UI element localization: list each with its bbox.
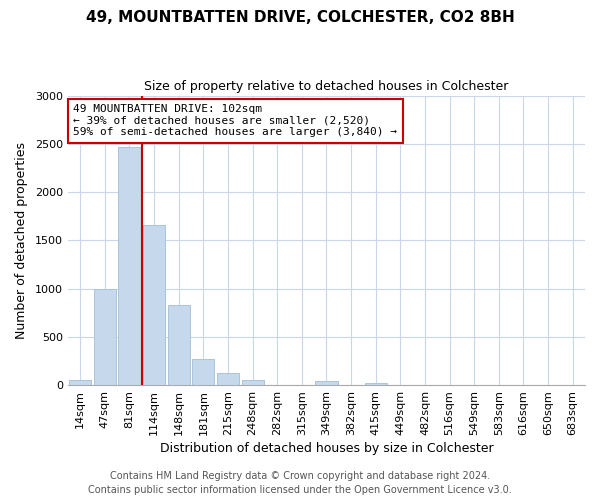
Bar bbox=[118, 146, 140, 385]
Y-axis label: Number of detached properties: Number of detached properties bbox=[15, 142, 28, 339]
Bar bbox=[167, 305, 190, 385]
Bar bbox=[69, 380, 91, 385]
Text: 49 MOUNTBATTEN DRIVE: 102sqm
← 39% of detached houses are smaller (2,520)
59% of: 49 MOUNTBATTEN DRIVE: 102sqm ← 39% of de… bbox=[73, 104, 397, 138]
Text: 49, MOUNTBATTEN DRIVE, COLCHESTER, CO2 8BH: 49, MOUNTBATTEN DRIVE, COLCHESTER, CO2 8… bbox=[86, 10, 514, 25]
Bar bbox=[316, 381, 338, 385]
Title: Size of property relative to detached houses in Colchester: Size of property relative to detached ho… bbox=[144, 80, 509, 93]
Bar bbox=[94, 288, 116, 385]
Bar bbox=[242, 380, 263, 385]
X-axis label: Distribution of detached houses by size in Colchester: Distribution of detached houses by size … bbox=[160, 442, 493, 455]
Bar bbox=[143, 225, 165, 385]
Bar bbox=[217, 374, 239, 385]
Bar bbox=[365, 383, 387, 385]
Text: Contains HM Land Registry data © Crown copyright and database right 2024.
Contai: Contains HM Land Registry data © Crown c… bbox=[88, 471, 512, 495]
Bar bbox=[192, 360, 214, 385]
